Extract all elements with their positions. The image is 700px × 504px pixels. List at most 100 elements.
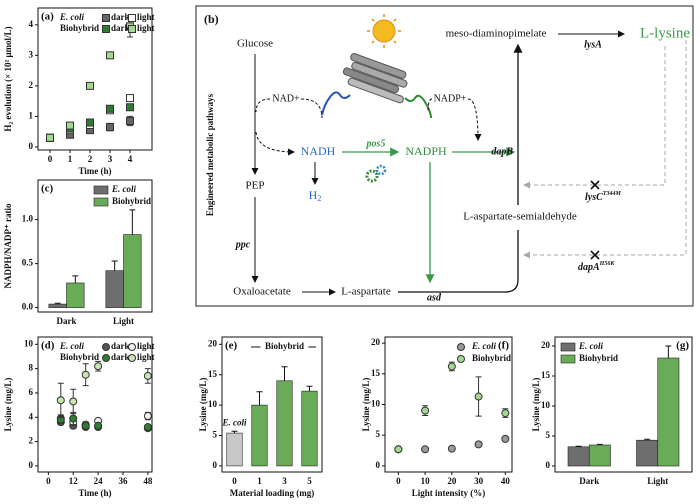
bar — [276, 380, 293, 467]
metabolite: L-aspartate — [341, 286, 391, 298]
x-axis-label: Time (h) — [78, 488, 111, 498]
plot-frame — [37, 7, 153, 151]
y-tick-label: 5 — [213, 430, 218, 440]
cofactor-arrow — [255, 131, 295, 156]
bar — [226, 432, 243, 467]
panel-label: (e) — [225, 340, 238, 352]
bar — [66, 282, 85, 308]
legend-label: E. coli — [578, 341, 603, 351]
y-tick-label: 15 — [371, 368, 381, 378]
x-tick-label: 0 — [46, 476, 51, 486]
metabolite: NADH — [301, 144, 336, 158]
marker — [106, 123, 114, 132]
x-tick-label: 30 — [474, 476, 484, 486]
bar — [301, 390, 318, 467]
x-tick-label: 20 — [447, 476, 457, 486]
nanotube-icon — [342, 53, 408, 104]
x-tick-label: 1 — [257, 476, 262, 486]
y-tick-label: 20 — [208, 338, 218, 348]
y-tick-label: 0 — [29, 460, 34, 470]
cofactor: NAD+ — [272, 93, 300, 104]
marker — [474, 392, 483, 401]
marker — [421, 445, 430, 454]
marker — [69, 397, 78, 406]
panel-label: (f) — [498, 340, 509, 352]
marker — [126, 116, 134, 125]
y-tick-label: 0 — [376, 460, 381, 470]
bar — [48, 303, 67, 308]
panel-label: (g) — [676, 340, 689, 352]
legend-label: Biohybrid — [579, 353, 618, 363]
legend-group: E. coli — [59, 12, 84, 22]
marker — [106, 51, 114, 60]
y-tick-label: 8 — [29, 363, 34, 373]
marker — [81, 370, 90, 379]
y-tick-label: 0 — [29, 141, 34, 151]
y-axis-label: NADPH/NADP⁺ ratio — [3, 203, 13, 288]
metabolite: NADPH — [405, 144, 447, 158]
marker — [102, 343, 110, 351]
legend-swatch — [93, 197, 109, 207]
mutant-enzyme: dapAH56K — [578, 261, 615, 273]
y-tick-label: 10 — [208, 399, 218, 409]
gear-icon — [365, 164, 387, 183]
y-tick-label: 0.5 — [22, 258, 34, 268]
y-tick-label: 6 — [29, 387, 34, 397]
x-tick-label: 4 — [128, 154, 133, 164]
marker — [143, 423, 152, 431]
y-tick-label: 20 — [541, 340, 551, 350]
y-tick-label: 1 — [29, 110, 34, 120]
y-axis-label: Lysine (mg/L) — [198, 378, 208, 432]
plot-frame — [37, 336, 153, 473]
legend-label: light — [137, 23, 155, 33]
marker — [102, 354, 110, 362]
marker — [143, 371, 152, 380]
panel-label: (b) — [204, 12, 219, 26]
enzyme: lysA — [584, 39, 602, 50]
x-tick-label: 12 — [69, 476, 79, 486]
legend-label: dark — [111, 352, 130, 362]
marker — [56, 396, 65, 405]
marker — [128, 25, 136, 33]
marker — [94, 421, 103, 430]
bar — [588, 444, 611, 467]
enzyme: asd — [427, 292, 442, 303]
bar — [636, 439, 659, 467]
y-axis-label: Lysine (mg/L) — [531, 378, 541, 432]
plot-frame — [554, 336, 693, 473]
metabolite: Oxaloacetate — [233, 286, 291, 298]
y-axis-label: Lysine (mg/L) — [361, 378, 371, 432]
plot-frame — [221, 336, 323, 473]
electron-wire — [321, 91, 351, 116]
x-axis-label: Time (h) — [78, 166, 111, 176]
legend-label: light — [137, 12, 155, 22]
bar — [567, 446, 590, 467]
x-tick-label: 0 — [48, 154, 53, 164]
x-tick-label: 0 — [396, 476, 401, 486]
x-axis-label: Light intensity (%) — [412, 488, 486, 498]
legend-group: Biohybrid — [60, 23, 99, 33]
feedback-arrow — [523, 46, 666, 189]
legend-swatch — [560, 354, 576, 364]
metabolite: H2 — [309, 188, 322, 203]
cofactor-arrow — [427, 98, 433, 113]
legend-swatch — [560, 342, 576, 352]
sun-icon — [367, 14, 401, 48]
y-axis-label: Lysine (mg/L) — [3, 378, 13, 432]
marker — [66, 121, 74, 130]
marker — [457, 355, 465, 363]
plot-frame — [37, 179, 153, 313]
legend-label: light — [137, 341, 155, 351]
bar — [251, 404, 268, 467]
enzyme-name: dapA — [578, 262, 600, 273]
x-tick-label: 36 — [118, 476, 128, 486]
legend-label: E. coli — [111, 184, 136, 194]
panel-label: (d) — [41, 340, 55, 352]
marker — [128, 14, 136, 22]
y-tick-label: 4 — [29, 19, 34, 29]
y-tick-label: 20 — [371, 337, 381, 347]
metabolite: L-aspartate-semialdehyde — [463, 211, 577, 223]
enzyme: pos5 — [366, 138, 386, 149]
marker — [86, 81, 94, 90]
